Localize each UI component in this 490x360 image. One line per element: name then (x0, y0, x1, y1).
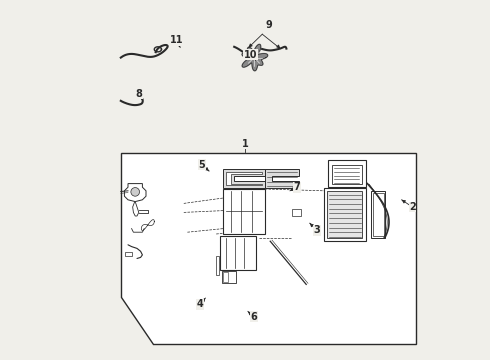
Text: 1: 1 (242, 139, 248, 149)
Bar (327, 191, 363, 238)
Polygon shape (223, 169, 265, 188)
Text: 5: 5 (198, 160, 205, 170)
Bar (328, 160, 366, 187)
Polygon shape (226, 172, 262, 185)
Bar (324, 188, 366, 241)
Polygon shape (265, 169, 299, 188)
Bar (221, 271, 236, 283)
Polygon shape (133, 202, 139, 216)
Circle shape (131, 188, 140, 196)
Bar (292, 209, 301, 216)
Text: 10: 10 (244, 50, 257, 60)
Polygon shape (242, 44, 268, 71)
Text: 4: 4 (196, 299, 203, 309)
Text: 9: 9 (265, 20, 272, 30)
Bar (371, 191, 386, 238)
Bar (220, 236, 256, 270)
Text: 3: 3 (314, 225, 320, 235)
Polygon shape (124, 184, 146, 202)
Text: 8: 8 (135, 89, 142, 99)
Text: 2: 2 (409, 202, 416, 212)
Polygon shape (121, 153, 416, 344)
Bar (373, 193, 384, 236)
Text: 11: 11 (170, 35, 183, 45)
Bar (125, 252, 132, 256)
Bar (222, 272, 228, 282)
Text: 6: 6 (250, 312, 257, 322)
Bar (332, 165, 362, 184)
Text: 7: 7 (294, 182, 300, 192)
Bar (216, 256, 219, 275)
Bar (223, 189, 265, 234)
